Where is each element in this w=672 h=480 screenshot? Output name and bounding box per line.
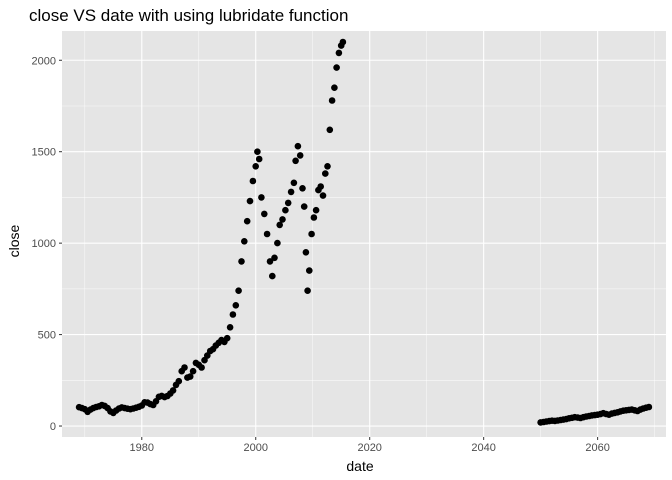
data-point [333,64,340,71]
data-point [319,192,327,199]
data-point [292,157,299,165]
data-point [258,194,265,201]
data-point [181,364,188,371]
y-tick-label: 1000 [32,238,56,250]
x-tick-label: 2000 [243,442,267,454]
y-tick-label: 1500 [32,147,56,159]
y-tick-label: 0 [50,421,56,433]
data-points [75,38,653,426]
data-point [223,334,231,342]
data-point [290,179,298,187]
data-point [266,258,274,265]
y-axis: 0 500 1000 1500 2000 [32,55,62,433]
data-point [169,387,177,394]
data-point [252,163,259,170]
data-point [300,203,308,210]
data-point [326,126,334,134]
data-point [235,287,242,295]
data-point [246,197,254,205]
data-point [254,148,261,155]
data-point [175,377,183,385]
data-point [238,258,245,265]
data-point [255,155,263,163]
data-point [335,49,343,57]
data-point [308,230,315,238]
data-point [276,221,284,229]
data-point [339,38,347,46]
data-point [294,142,302,150]
data-point [284,199,292,207]
x-axis-title: date [346,458,373,474]
data-point [261,210,268,218]
data-point [269,272,276,280]
data-point [249,177,257,185]
chart-title: close VS date with using lubridate funct… [29,6,348,25]
data-point [331,84,338,91]
data-point [328,97,336,104]
data-point [279,216,286,223]
data-point [306,267,313,274]
data-point [274,239,281,247]
data-point [287,188,295,196]
data-point [310,214,318,221]
y-tick-label: 2000 [32,55,56,67]
data-point [282,206,289,214]
data-point [241,238,248,245]
data-point [645,403,653,411]
data-point [324,163,331,170]
data-point [226,324,234,331]
x-tick-label: 2060 [585,442,609,454]
data-point [229,311,237,318]
data-point [189,367,197,375]
data-point [317,183,325,190]
data-point [296,152,304,159]
data-point [312,206,320,214]
data-point [302,249,310,256]
data-point [186,373,194,380]
plot-panel [62,31,666,437]
major-gridlines [62,31,666,437]
x-tick-label: 1980 [130,442,154,454]
data-point [263,230,271,238]
data-point [198,364,205,371]
data-point [304,287,311,295]
x-tick-label: 2040 [471,442,495,454]
y-axis-title: close [6,224,22,257]
y-tick-label: 500 [38,330,56,342]
data-point [299,185,306,192]
data-point [232,302,240,309]
data-point [243,217,251,225]
data-point [322,170,329,177]
x-axis: 1980 2000 2020 2040 2060 [130,437,610,454]
x-tick-label: 2020 [357,442,381,454]
data-point [271,254,278,262]
